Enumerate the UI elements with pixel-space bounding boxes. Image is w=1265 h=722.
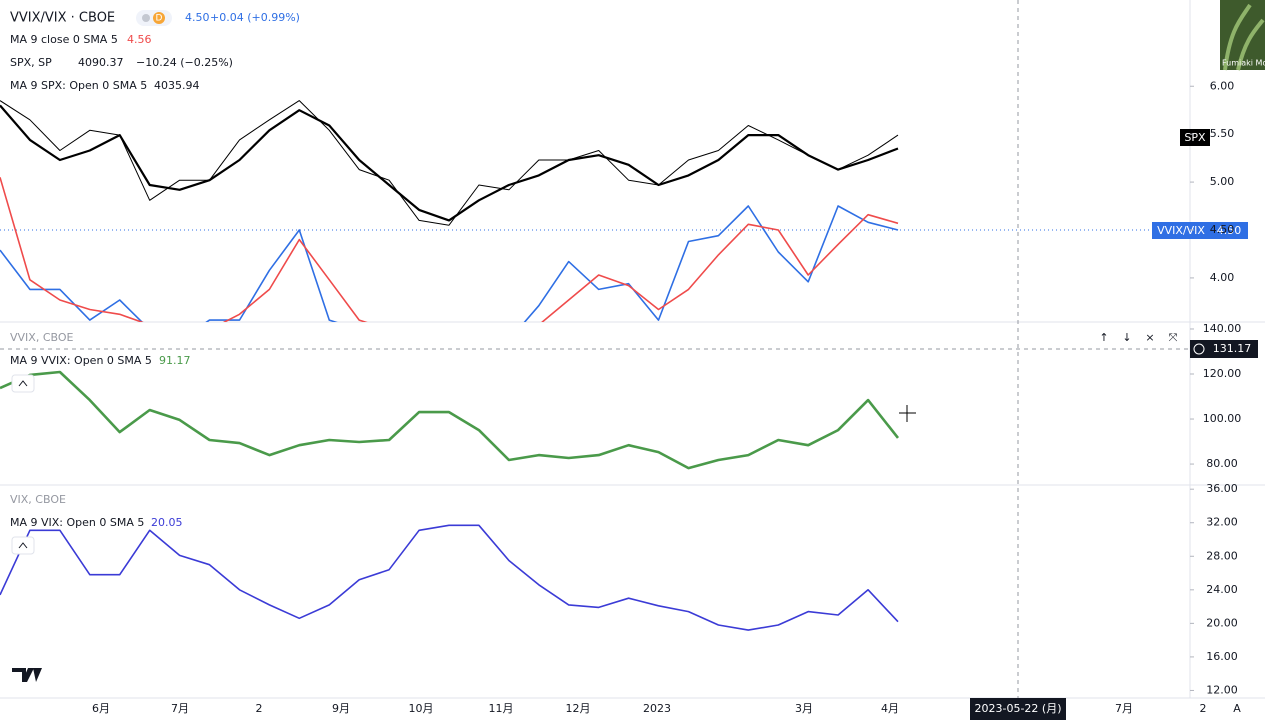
y-tick-label: 36.00 [1206, 482, 1238, 495]
legend-value: 20.05 [151, 516, 183, 529]
legend-text: MA 9 SPX: Open 0 SMA 5 [10, 79, 147, 92]
y-tick-label: 28.00 [1206, 549, 1238, 562]
series-line [0, 104, 899, 222]
x-tick-label: 7月 [1115, 702, 1133, 715]
interval-badge [153, 12, 165, 24]
last-price: 4.50 [185, 11, 210, 24]
price-label: 131.17 [1213, 342, 1252, 355]
x-tick-label: 2023 [643, 702, 671, 715]
y-tick-label: 120.00 [1203, 367, 1242, 380]
x-tick-label: 2 [1200, 702, 1207, 715]
x-tick-label: 4月 [881, 702, 899, 715]
y-tick-label: 4.00 [1210, 271, 1235, 284]
x-tick-label: 11月 [489, 702, 514, 715]
legend-value: 4090.37 [78, 56, 124, 69]
interval: D [156, 14, 163, 24]
collapse-icon [18, 542, 28, 549]
logo [12, 668, 42, 682]
add-icon[interactable] [1193, 343, 1205, 355]
y-tick-label: 20.00 [1206, 616, 1238, 629]
series-line [0, 100, 899, 226]
x-tick-label: 12月 [566, 702, 591, 715]
date-label-bg [970, 698, 1066, 720]
y-tick-label: 5.50 [1210, 127, 1235, 140]
y-tick-label: 140.00 [1203, 322, 1242, 335]
status-dot [142, 14, 150, 22]
move-up-button[interactable]: ↑ [1099, 331, 1108, 344]
price-label-bg [1210, 222, 1248, 239]
legend-text: MA 9 close 0 SMA 5 [10, 33, 118, 46]
legend-value: 91.17 [159, 354, 191, 367]
y-tick-label: 80.00 [1206, 457, 1238, 470]
price-change: +0.04 (+0.99%) [210, 11, 300, 24]
webcam-name: Fumiaki Mo [1222, 59, 1265, 68]
legend-text: MA 9 VIX: Open 0 SMA 5 [10, 516, 144, 529]
maximize-button[interactable]: ⤧ [1169, 331, 1178, 344]
legend-change: −10.24 (−0.25%) [136, 56, 233, 69]
x-tick-label: 7月 [171, 702, 189, 715]
series-line [0, 524, 899, 631]
move-down-button[interactable]: ↓ [1122, 331, 1131, 344]
pane-title: VIX, CBOE [10, 493, 66, 506]
legend-text: SPX, SP [10, 56, 52, 69]
pane-title: VVIX, CBOE [10, 331, 74, 344]
legend-text: MA 9 VVIX: Open 0 SMA 5 [10, 354, 152, 367]
delete-button[interactable]: × [1145, 331, 1154, 344]
symbol-title[interactable]: VVIX/VIX · CBOE [10, 11, 115, 26]
x-tick-label: 3月 [795, 702, 813, 715]
webcam-leaves [1223, 3, 1265, 71]
collapse-button[interactable] [11, 374, 35, 393]
controls-bg [1094, 329, 1188, 347]
y-tick-label: 12.00 [1206, 683, 1238, 696]
price-label: 4.50 [1217, 224, 1242, 237]
price-label-bg [1190, 340, 1258, 358]
x-tick-label: A [1233, 702, 1241, 715]
x-tick-label: 6月 [92, 702, 110, 715]
date-label: 2023-05-22 (月) [974, 702, 1061, 715]
price-label-bg [1180, 129, 1210, 146]
y-tick-label: 32.00 [1206, 516, 1238, 529]
pane-controls: ↑ ↓ × ⤧ [1094, 329, 1188, 347]
series-line [0, 205, 899, 322]
series-line [0, 177, 899, 322]
legend-value: 4.56 [127, 33, 152, 46]
price-label: SPX [1184, 131, 1206, 144]
x-tick-label: 2 [256, 702, 263, 715]
series-line [0, 370, 900, 470]
legend-value: 4035.94 [154, 79, 200, 92]
y-tick-label: 16.00 [1206, 650, 1238, 663]
x-tick-label: 10月 [409, 702, 434, 715]
price-label: VVIX/VIX [1157, 224, 1205, 237]
collapse-icon [18, 380, 28, 387]
y-tick-label: 4.50 [1210, 223, 1235, 236]
collapse-button[interactable] [11, 536, 35, 555]
x-tick-label: 9月 [332, 702, 350, 715]
y-tick-label: 100.00 [1203, 412, 1242, 425]
y-tick-label: 6.00 [1210, 79, 1235, 92]
y-tick-label: 24.00 [1206, 583, 1238, 596]
price-label-bg [1152, 222, 1210, 239]
y-tick-label: 5.00 [1210, 175, 1235, 188]
crosshair-cursor [899, 405, 916, 422]
